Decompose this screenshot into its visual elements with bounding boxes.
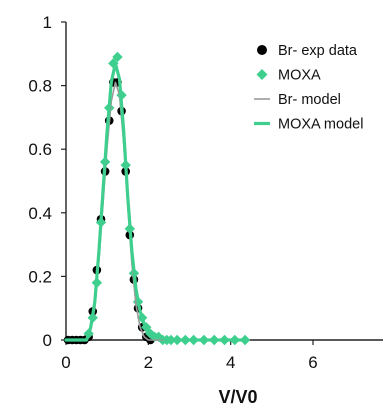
x-tick-label: 2 xyxy=(144,353,153,372)
legend-label: MOXA xyxy=(278,68,321,84)
moxa-data-point xyxy=(112,51,123,63)
legend-diamond-symbol xyxy=(256,69,268,80)
x-tick-label: 4 xyxy=(226,353,235,372)
y-tick-label: 0.6 xyxy=(28,140,52,159)
legend-label: Br- exp data xyxy=(278,43,358,59)
moxa-model-line xyxy=(64,61,245,342)
y-tick-label: 0.8 xyxy=(28,77,52,96)
x-axis-title: V/V0 xyxy=(218,387,257,407)
x-tick-label: 0 xyxy=(61,353,70,372)
moxa-data-point xyxy=(239,334,251,346)
moxa-data-point xyxy=(108,58,119,69)
axis-ticks: 0 2 4 6 0 0.2 0.4 0.6 0.8 1 xyxy=(28,13,317,372)
y-tick-label: 0 xyxy=(43,331,52,350)
legend: Br- exp data MOXA Br- model MOXA model xyxy=(254,43,363,133)
legend-label: MOXA model xyxy=(278,117,363,133)
series-layer xyxy=(63,51,251,346)
legend-circle-symbol xyxy=(257,45,267,55)
y-tick-label: 0.2 xyxy=(28,267,52,286)
x-tick-label: 6 xyxy=(308,353,317,372)
y-tick-label: 1 xyxy=(43,13,52,32)
y-tick-label: 0.4 xyxy=(28,204,52,223)
legend-label: Br- model xyxy=(278,92,341,108)
